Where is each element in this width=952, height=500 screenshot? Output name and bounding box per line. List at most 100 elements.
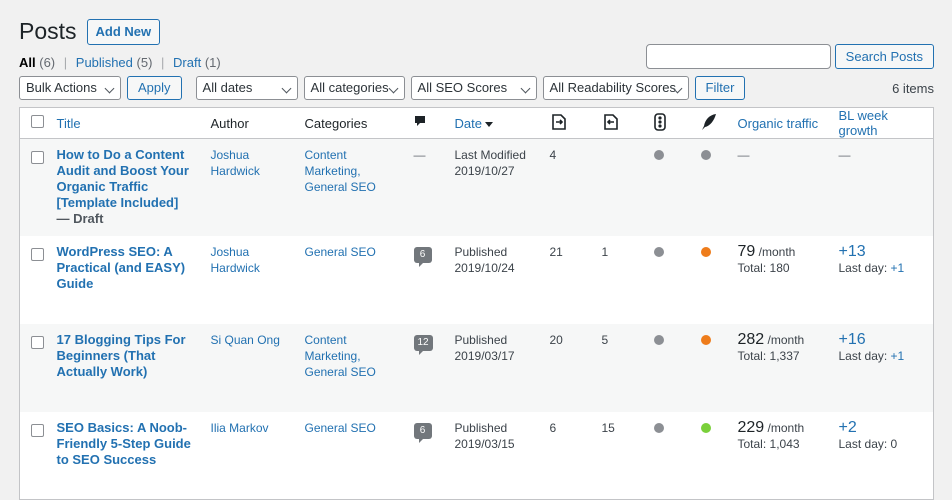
categories-link[interactable]: Content Marketing, General SEO [304,148,376,194]
search-posts-button[interactable]: Search Posts [834,44,934,69]
bl-lastday-value[interactable]: +1 [890,348,905,363]
row-checkbox[interactable] [31,247,44,261]
date-status: Last Modified [454,148,526,162]
readability-filter-select[interactable]: All Readability Scores [542,76,689,100]
search-box: Search Posts [645,44,934,69]
select-all-cell [19,107,53,139]
dates-filter-label: All dates [202,80,253,95]
page-header: Posts Add New [19,18,161,46]
comment-count-bubble[interactable]: 6 [413,246,432,267]
outgoing-links-icon [550,113,568,131]
bl-growth-cell: — [834,138,934,236]
traffic-value: 282 [737,330,765,348]
date-cell: Last Modified 2019/10/27 [450,138,546,236]
categories-link[interactable]: General SEO [304,420,376,435]
comment-count-bubble[interactable]: 12 [413,334,433,355]
column-title-link[interactable]: Title [56,115,81,131]
column-categories: Categories [300,107,406,139]
outgoing-links-count: 20 [549,332,563,347]
bl-value[interactable]: +2 [838,418,857,436]
seo-scores-filter-label: All SEO Scores [417,80,508,95]
column-bl-week-growth[interactable]: BL week growth [834,107,934,139]
author-link[interactable]: Joshua Hardwick [210,148,260,178]
date-value: 2019/10/24 [454,260,515,275]
view-published[interactable]: Published [75,55,133,70]
bl-lastday-label: Last day: [838,260,888,275]
post-status-views: All (6) | Published (5) | Draft (1) [19,55,221,70]
row-checkbox[interactable] [31,335,44,349]
row-checkbox[interactable] [31,151,44,164]
comment-bubble-icon [414,115,426,128]
incoming-links-count: 5 [601,332,609,347]
traffic-value: 229 [737,418,765,436]
column-outgoing-links[interactable] [545,107,598,139]
post-title-link[interactable]: 17 Blogging Tips For Beginners (That Act… [56,331,186,379]
seo-score-dot [653,150,664,160]
column-seo-score[interactable] [645,107,693,139]
seo-score-dot [653,334,664,345]
categories-filter-select[interactable]: All categories [303,76,405,100]
author-link[interactable]: Ilia Markov [210,420,269,435]
incoming-links-cell: 15 [598,412,646,500]
comments-none: — [413,148,426,162]
outgoing-links-count: 6 [549,420,557,435]
post-title-link[interactable]: SEO Basics: A Noob-Friendly 5-Step Guide… [56,419,191,467]
search-input[interactable] [645,44,831,69]
readability-dot [700,246,711,257]
categories-link[interactable]: General SEO [304,244,376,259]
column-incoming-links[interactable] [597,107,646,139]
column-organic-traffic[interactable]: Organic traffic [733,107,835,139]
view-all[interactable]: All [19,55,36,70]
outgoing-links-count: 4 [549,148,557,162]
column-bl-week-growth-link[interactable]: BL week growth [838,108,888,138]
row-checkbox[interactable] [31,423,44,437]
author-link[interactable]: Joshua Hardwick [210,244,260,275]
traffic-total: Total: 1,043 [737,436,800,451]
categories-cell: Content Marketing, General SEO [300,138,406,236]
post-title-link[interactable]: WordPress SEO: A Practical (and EASY) Gu… [56,243,186,291]
author-cell: Joshua Hardwick [206,138,301,236]
title-cell: WordPress SEO: A Practical (and EASY) Gu… [53,236,207,324]
date-value: 2019/10/27 [454,164,515,178]
bl-lastday-value: 0 [890,436,898,451]
apply-button[interactable]: Apply [127,76,182,100]
traffic-unit: /month [767,332,805,347]
title-cell: 17 Blogging Tips For Beginners (That Act… [52,323,207,412]
column-organic-traffic-link[interactable]: Organic traffic [737,115,819,131]
bl-value[interactable]: +13 [838,242,866,260]
filter-button[interactable]: Filter [694,76,746,100]
seo-scores-filter-select[interactable]: All SEO Scores [410,76,537,100]
bl-lastday-value[interactable]: +1 [890,260,905,275]
quill-icon [701,113,717,131]
incoming-links-count: 1 [601,244,609,259]
date-status: Published [454,244,508,259]
date-cell: Published 2019/03/17 [450,323,546,412]
column-date-link[interactable]: Date [454,115,482,131]
bl-lastday-label: Last day: [838,436,888,451]
organic-traffic-cell: 79 /month Total: 180 [734,236,835,324]
select-all-checkbox[interactable] [31,115,44,128]
column-comments[interactable] [405,107,451,139]
traffic-value: — [737,148,750,162]
incoming-links-count: 15 [601,420,615,435]
categories-link[interactable]: Content Marketing, General SEO [304,332,376,379]
readability-dot [700,422,711,433]
table-header-row: Title Author Categories Date [19,107,934,139]
add-new-button[interactable]: Add New [86,19,161,45]
view-draft[interactable]: Draft [173,55,202,70]
bulk-actions-select[interactable]: Bulk Actions [19,76,121,100]
column-date[interactable]: Date [450,107,546,139]
categories-cell: General SEO [301,236,406,324]
seo-score-cell [646,236,693,324]
outgoing-links-cell: 21 [546,236,598,324]
date-value: 2019/03/15 [454,436,515,451]
column-readability[interactable] [692,107,734,139]
column-title[interactable]: Title [52,107,207,139]
post-title-link[interactable]: How to Do a Content Audit and Boost Your… [56,147,189,210]
comment-count-bubble[interactable]: 6 [413,422,432,443]
dates-filter-select[interactable]: All dates [195,76,298,100]
readability-cell [692,323,734,412]
bl-value[interactable]: +16 [838,330,866,348]
traffic-unit: /month [758,244,796,259]
author-link[interactable]: Si Quan Ong [210,332,280,347]
